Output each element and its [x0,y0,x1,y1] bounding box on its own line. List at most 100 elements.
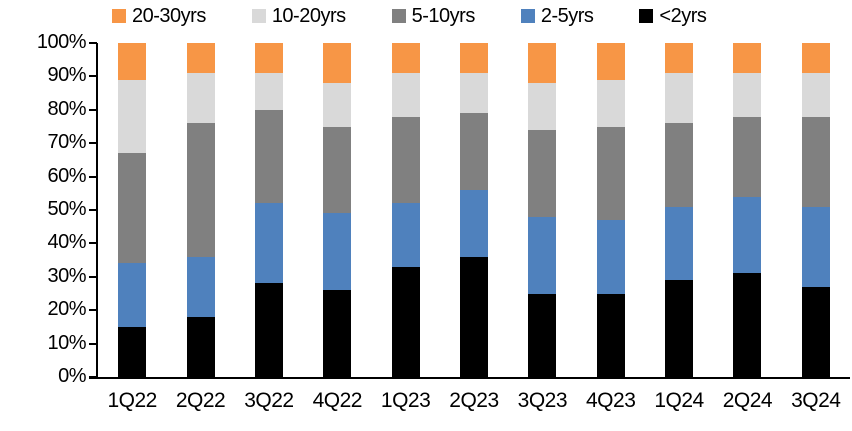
legend-swatch-icon [520,9,535,23]
y-tick-mark [89,75,97,78]
bar-segment-5-10yrs [801,116,830,207]
bar-segment-2-5yrs [528,216,557,294]
y-tick-label: 20% [47,298,86,321]
y-tick-label: 100% [36,31,87,53]
y-tick-mark [89,175,97,178]
x-tick-label: 2Q22 [175,389,226,412]
bar-segment-lt2yrs [528,293,557,377]
bar-segment-5-10yrs [186,123,215,257]
bar-segment-20-30yrs [801,43,830,74]
legend-label: 5-10yrs [411,4,476,27]
y-tick-mark [89,142,97,145]
bar-1q22 [118,43,147,377]
chart-legend: 20-30yrs 10-20yrs 5-10yrs 2-5yrs <2yrs [112,3,707,29]
legend-label: <2yrs [659,4,707,27]
bar-segment-10-20yrs [186,73,215,124]
bar-segment-2-5yrs [801,206,830,287]
bar-segment-2-5yrs [323,213,352,291]
x-tick-label: 1Q22 [107,389,157,412]
y-tick-mark [89,209,97,211]
legend-swatch-icon [251,9,266,23]
bar-segment-20-30yrs [391,43,420,74]
y-tick-label: 30% [47,264,86,287]
legend-item: 5-10yrs [391,4,476,28]
bar-segment-5-10yrs [528,129,557,217]
plot-area [98,43,850,377]
y-tick-label: 10% [47,331,86,354]
y-tick-mark [89,108,97,111]
bar-segment-5-10yrs [733,116,762,197]
bar-segment-2-5yrs [254,203,283,284]
bar-segment-10-20yrs [391,73,420,117]
y-axis-line [96,43,98,379]
x-tick-label: 3Q24 [791,389,841,412]
x-tick-label: 2Q24 [722,389,773,412]
bar-1q23 [391,43,420,377]
bar-2q23 [459,43,488,377]
y-tick-label: 40% [47,231,86,254]
legend-swatch-icon [391,9,406,23]
bar-4q23 [596,43,625,377]
bar-segment-5-10yrs [596,126,625,221]
bar-segment-lt2yrs [801,286,830,377]
x-tick-label: 1Q24 [654,389,704,412]
bar-segment-5-10yrs [391,116,420,204]
x-tick-label: 3Q22 [244,389,294,412]
bar-segment-10-20yrs [528,83,557,130]
bar-3q22 [254,43,283,377]
bar-segment-2-5yrs [665,206,694,281]
x-tick-label: 1Q23 [380,389,431,412]
legend-item: 10-20yrs [251,4,346,28]
bar-2q22 [186,43,215,377]
bar-segment-2-5yrs [186,256,215,317]
legend-label: 2-5yrs [540,4,594,27]
bar-segment-20-30yrs [323,43,352,84]
bar-segment-10-20yrs [118,79,147,154]
y-tick-label: 60% [47,164,86,187]
bar-segment-20-30yrs [733,43,762,74]
legend-label: 10-20yrs [271,4,346,27]
bar-segment-lt2yrs [186,316,215,377]
bar-segment-lt2yrs [391,266,420,377]
bar-segment-5-10yrs [323,126,352,214]
bar-segment-20-30yrs [118,43,147,80]
y-axis-labels: 0% 10% 20% 30% 40% 50% 60% 70% 80% 90% 100% [0,31,87,387]
bar-segment-20-30yrs [459,43,488,74]
bar-segment-20-30yrs [665,43,694,74]
x-axis-labels: 1Q22 2Q22 3Q22 4Q22 1Q23 2Q23 3Q23 4Q23 1Q24 2Q24… [98,389,850,413]
bar-segment-lt2yrs [254,283,283,377]
y-tick-mark [89,42,97,44]
bar-3q23 [528,43,557,377]
bar-segment-10-20yrs [254,73,283,110]
bar-segment-2-5yrs [596,220,625,294]
legend-label: 20-30yrs [132,4,206,27]
x-tick-label: 3Q23 [517,389,568,412]
y-tick-label: 70% [47,131,86,154]
bar-segment-2-5yrs [733,196,762,274]
bar-segment-10-20yrs [323,83,352,127]
bar-segment-lt2yrs [596,293,625,377]
bar-segment-lt2yrs [118,326,147,377]
bar-segment-5-10yrs [665,123,694,207]
bar-segment-2-5yrs [391,203,420,267]
bar-segment-lt2yrs [459,256,488,377]
bar-segment-10-20yrs [801,73,830,117]
y-tick-label: 0% [58,365,86,387]
bar-4q22 [323,43,352,377]
bar-3q24 [801,43,830,377]
x-tick-label: 2Q23 [449,389,499,412]
bar-segment-2-5yrs [118,263,147,327]
legend-swatch-icon [639,9,654,23]
bar-segment-lt2yrs [323,290,352,377]
y-tick-mark [89,342,97,345]
y-tick-mark [89,275,97,278]
legend-swatch-icon [112,9,126,23]
x-tick-label: 4Q23 [586,389,636,412]
bar-1q24 [665,43,694,377]
bar-segment-10-20yrs [459,73,488,114]
bar-segment-5-10yrs [254,109,283,204]
bar-segment-20-30yrs [186,43,215,74]
bar-segment-20-30yrs [528,43,557,84]
bar-segment-lt2yrs [733,273,762,377]
